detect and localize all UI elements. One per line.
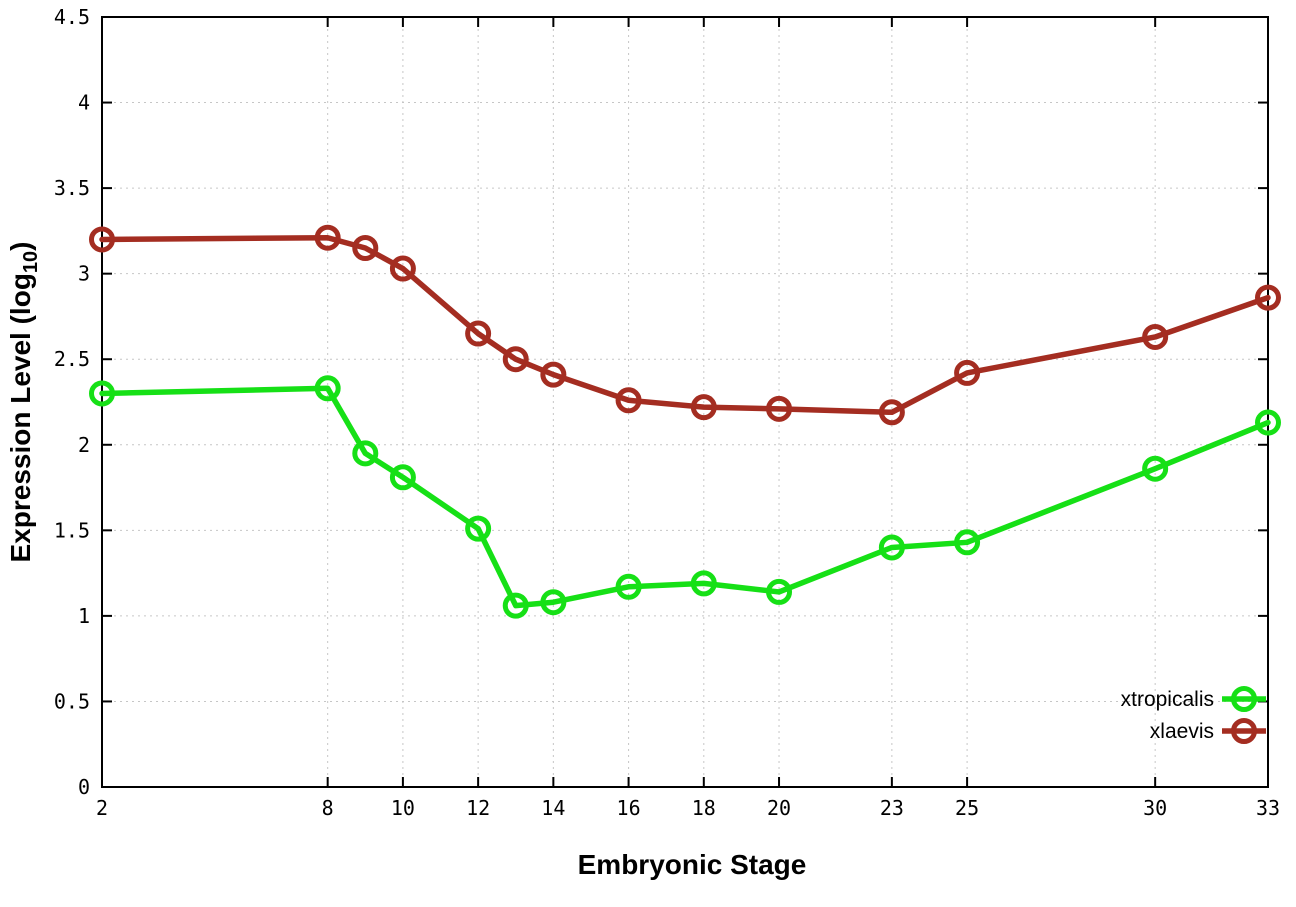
data-point-xlaevis — [690, 394, 717, 421]
series-line-xtropicalis — [99, 385, 1271, 609]
y-tick-label: 1.5 — [54, 518, 90, 542]
data-point-xtropicalis — [690, 570, 717, 597]
grid-layer — [101, 16, 1269, 788]
y-tick-label: 2.5 — [54, 347, 90, 371]
data-point-xtropicalis — [878, 534, 905, 561]
y-tick-label: 0 — [78, 775, 90, 799]
y-axis-title-main: Expression Level (log — [5, 273, 36, 562]
data-point-xlaevis — [766, 395, 793, 422]
x-tick-label: 12 — [466, 796, 490, 820]
legend-layer: xtropicalis xlaevis — [1121, 686, 1266, 744]
x-tick-label: 25 — [955, 796, 979, 820]
data-point-xtropicalis — [954, 529, 981, 556]
y-axis-title-end: ) — [5, 242, 36, 251]
y-tick-label: 1 — [78, 604, 90, 628]
data-point-xtropicalis — [502, 592, 529, 619]
y-tick-label: 4 — [78, 91, 90, 115]
y-axis-title-subscript: 10 — [20, 251, 42, 273]
data-point-xtropicalis — [352, 440, 379, 467]
data-point-xlaevis — [465, 320, 492, 347]
y-tick-label: 4.5 — [54, 5, 90, 29]
data-point-xtropicalis — [465, 515, 492, 542]
x-tick-label: 20 — [767, 796, 791, 820]
y-tick-label: 3 — [78, 262, 90, 286]
legend-label-xtropicalis: xtropicalis — [1121, 688, 1214, 711]
y-tick-label: 3.5 — [54, 176, 90, 200]
y-tick-label: 2 — [78, 433, 90, 457]
plot-border — [101, 16, 1269, 788]
series-layer — [89, 224, 1281, 619]
y-axis-title: Expression Level (log10) — [5, 242, 42, 563]
data-point-xlaevis — [540, 361, 567, 388]
data-point-xlaevis — [954, 359, 981, 386]
x-tick-label: 10 — [391, 796, 415, 820]
data-point-xtropicalis — [314, 375, 341, 402]
data-point-xlaevis — [89, 226, 115, 253]
data-point-xlaevis — [878, 399, 905, 426]
x-tick-label: 30 — [1143, 796, 1167, 820]
data-point-xlaevis — [314, 224, 341, 251]
data-point-xlaevis — [389, 255, 416, 282]
x-tick-label: 14 — [541, 796, 565, 820]
data-point-xlaevis — [352, 235, 379, 261]
data-point-xlaevis — [615, 387, 642, 414]
legend-marker — [1231, 718, 1257, 744]
data-point-xtropicalis — [389, 464, 416, 491]
data-point-xtropicalis — [766, 578, 793, 605]
data-point-xtropicalis — [540, 589, 567, 616]
series-line-xlaevis — [99, 234, 1271, 416]
data-point-xtropicalis — [615, 573, 642, 600]
legend-label-xlaevis: xlaevis — [1150, 720, 1214, 743]
x-tick-label: 2 — [96, 796, 108, 820]
data-point-xtropicalis — [89, 380, 115, 407]
data-point-xtropicalis — [1142, 455, 1169, 482]
x-tick-label: 23 — [880, 796, 904, 820]
x-tick-label: 18 — [692, 796, 716, 820]
data-point-xtropicalis — [1255, 409, 1281, 436]
data-point-xlaevis — [1142, 323, 1169, 350]
x-tick-label: 33 — [1256, 796, 1280, 820]
x-axis-title: Embryonic Stage — [578, 849, 807, 880]
legend-marker — [1231, 686, 1257, 712]
axis-layer: 2 8 10 12 14 16 18 20 23 25 30 33 0 0.5 1 1.5 2 2.5 3 3.5 4 4… — [54, 5, 1280, 820]
x-tick-label: 8 — [322, 796, 334, 820]
y-tick-label: 0.5 — [54, 689, 90, 713]
data-point-xlaevis — [1255, 284, 1281, 311]
x-tick-label: 16 — [617, 796, 641, 820]
data-point-xlaevis — [502, 346, 529, 373]
